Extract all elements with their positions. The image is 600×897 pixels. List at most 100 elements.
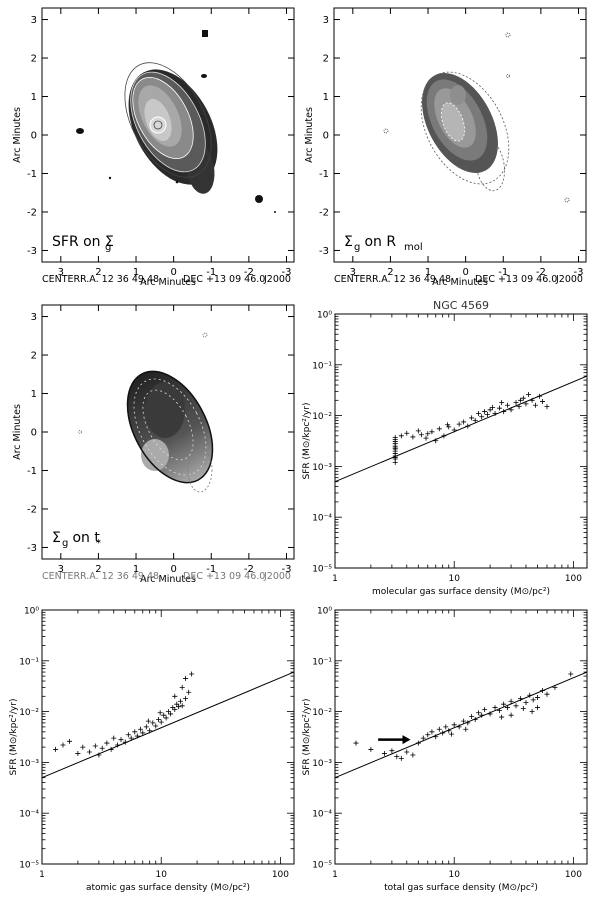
x-tick-label: 10: [155, 870, 167, 880]
y-tick-label: 10⁻²: [312, 412, 332, 422]
y-tick-label: 10⁻³: [312, 463, 332, 473]
y-tick-label: 10⁻¹: [312, 361, 332, 371]
y-tick-label: 10⁻²: [19, 708, 39, 718]
map-label-main: Σ: [52, 530, 61, 546]
map-panel-label-2: Σ g on R mol: [344, 234, 423, 253]
data-point: [415, 740, 421, 746]
scatter-panel-total: 1 10 100 10⁰ 10⁻¹ 10⁻² 10⁻³ 10⁻⁴ 10⁻⁵ total gas s…: [302, 607, 588, 893]
data-point: [108, 746, 114, 752]
map-label-main: SFR on Σ: [52, 234, 114, 250]
data-point: [66, 738, 72, 744]
data-point: [415, 428, 421, 434]
y-tick-label: -1: [27, 466, 37, 477]
center-label: CENTER:: [42, 571, 83, 582]
y-axis-label: Arc Minutes: [304, 107, 315, 163]
data-point: [429, 729, 435, 735]
x-tick-label: 3: [58, 267, 64, 278]
y-tick-label: 1: [31, 389, 37, 400]
fit-line: [41, 671, 295, 779]
y-tick-label: 0: [31, 428, 37, 439]
scatter-panel-molecular: 1 10 100 10⁰ 10⁻¹ 10⁻² 10⁻³ 10⁻⁴ 10⁻⁵ molecular g…: [302, 299, 588, 597]
data-point: [535, 705, 541, 711]
center-label: CENTER:: [42, 274, 83, 285]
y-tick-label: 10⁻²: [312, 708, 332, 718]
x-tick-label: -2: [244, 564, 254, 575]
map-label-main-2: on R: [360, 234, 396, 250]
data-point: [80, 744, 86, 750]
x-tick-label: 2: [95, 564, 101, 575]
data-point: [499, 400, 505, 406]
data-point: [487, 407, 493, 413]
data-point: [479, 712, 485, 718]
map-label-sub: g: [105, 242, 111, 253]
data-point: [140, 730, 146, 736]
x-axis-label: Arc Minutes: [140, 574, 196, 585]
data-point: [86, 749, 92, 755]
y-axis-label: SFR (M⊙/kpc²/yr): [302, 699, 312, 776]
y-tick-label: 10⁻⁴: [312, 810, 332, 820]
data-point: [476, 710, 482, 716]
y-axis-label: Arc Minutes: [12, 107, 23, 163]
y-tick-label: 2: [323, 54, 329, 65]
center-dec: DEC +13 09 46.0: [183, 571, 265, 582]
data-point: [482, 706, 488, 712]
arrow-head: [402, 735, 411, 745]
galaxy-image-rmol: [383, 32, 570, 203]
center-line-2: CENTER: R.A. 12 36 49.48 DEC +13 09 46.0…: [334, 274, 583, 285]
data-point: [492, 410, 498, 416]
data-point: [537, 393, 543, 399]
data-point: [172, 693, 178, 699]
data-point: [433, 734, 439, 740]
data-point: [132, 729, 138, 735]
data-point: [410, 752, 416, 758]
data-point: [440, 730, 446, 736]
map-panel-label-1: SFR on Σ g: [52, 234, 114, 253]
data-point: [122, 739, 128, 745]
data-point: [150, 720, 156, 726]
y-tick-label: 3: [323, 15, 329, 26]
x-tick-label: -3: [573, 267, 583, 278]
map-panel-sigma-g-on-tstar: Σ g on t * 3 2 1 0 -1 -2 -3 3 2 1 0 -1 -2 -3 Arc Minut…: [12, 304, 295, 585]
data-point: [128, 735, 134, 741]
map-label-sub: g: [62, 538, 68, 549]
data-point: [461, 419, 467, 425]
data-point: [153, 723, 159, 729]
center-line-3: CENTER: R.A. 12 36 49.48 DEC +13 09 46.0…: [42, 571, 291, 582]
data-point: [418, 432, 424, 438]
x-tick-label: 1: [425, 267, 431, 278]
center-ra: R.A. 12 36 49.48: [372, 274, 451, 285]
data-point: [156, 716, 162, 722]
data-point: [449, 731, 455, 737]
y-tick-label: 10⁰: [317, 607, 332, 617]
data-point: [425, 431, 431, 437]
x-tick-label: 100: [272, 870, 289, 880]
data-point: [75, 750, 81, 756]
data-point: [518, 696, 524, 702]
data-point: [441, 433, 447, 439]
data-point: [456, 421, 462, 427]
y-tick-label: -2: [27, 207, 37, 218]
center-ra: R.A. 12 36 49.48: [80, 274, 159, 285]
y-tick-label: 10⁻⁵: [19, 861, 39, 871]
chart-title: NGC 4569: [433, 299, 489, 312]
x-axis-label: molecular gas surface density (M⊙/pc²): [372, 587, 550, 597]
data-point: [463, 726, 469, 732]
data-point: [186, 689, 192, 695]
data-point: [134, 733, 140, 739]
y-tick-label: 10⁻⁴: [19, 810, 39, 820]
y-tick-label: 10⁰: [24, 607, 39, 617]
data-point: [158, 719, 164, 725]
x-tick-label: 100: [565, 870, 582, 880]
x-tick-label: 3: [58, 564, 64, 575]
data-point: [177, 698, 183, 704]
x-tick-label: 1: [133, 267, 139, 278]
data-point: [392, 435, 398, 441]
x-tick-label: 0: [170, 564, 176, 575]
data-point: [118, 737, 124, 743]
data-point: [404, 430, 410, 436]
data-point: [518, 397, 524, 403]
data-point: [423, 435, 429, 441]
galaxy-image-tstar: [78, 332, 214, 493]
y-tick-label: -3: [27, 246, 37, 257]
x-axis-label: total gas surface density (M⊙/pc²): [384, 883, 538, 893]
